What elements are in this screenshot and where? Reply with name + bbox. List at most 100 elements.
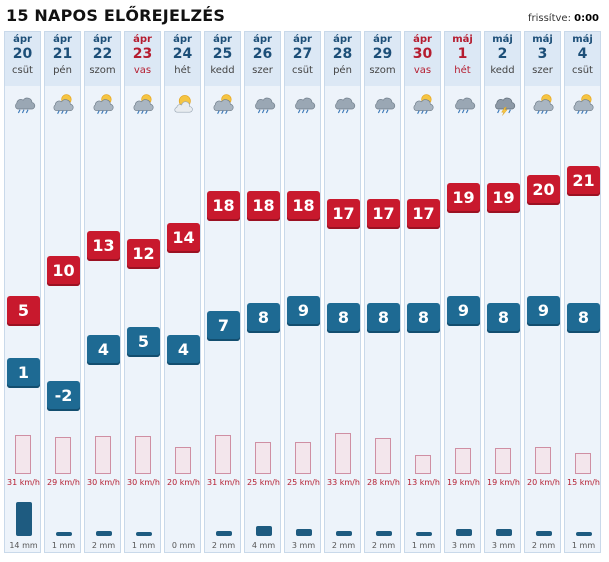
day-column[interactable]: ápr 26 szer 18 8 25 km/h 4 mm [244,31,281,553]
day-month: ápr [93,34,112,45]
sun-rain-cloud-icon [133,94,154,115]
wind-speed: 29 km/h [47,478,80,487]
wind-bar [415,454,431,474]
day-number: 4 [577,46,588,62]
min-temp-badge: 8 [407,303,440,334]
wind-bar [375,438,391,474]
wind-speed: 30 km/h [127,478,160,487]
wind-bar [455,448,471,474]
day-column[interactable]: máj 2 kedd 19 8 19 km/h 3 mm [484,31,521,553]
precipitation-amount: 2 mm [371,541,396,550]
precipitation-bar [376,531,392,536]
day-column[interactable]: ápr 22 szom 13 4 30 km/h 2 mm [84,31,121,553]
day-number: 2 [497,46,508,62]
wind-speed: 30 km/h [87,478,120,487]
day-number: 25 [212,46,233,62]
day-weekday: szer [532,65,553,76]
day-column[interactable]: máj 1 hét 19 9 19 km/h 3 mm [444,31,481,553]
wind-speed: 19 km/h [487,478,520,487]
max-temp-badge: 18 [247,190,280,221]
day-column[interactable]: ápr 23 vas 12 5 30 km/h 1 mm [124,31,161,553]
wind-bar [255,441,271,474]
day-month: máj [452,34,473,45]
wind-speed: 33 km/h [327,478,360,487]
max-temp-badge: 10 [47,255,80,286]
day-header: ápr 25 kedd [205,32,240,86]
day-number: 21 [52,46,73,62]
sun-rain-cloud-icon [213,94,234,115]
day-number: 29 [372,46,393,62]
wind-bar [335,432,351,474]
day-column[interactable]: ápr 20 csüt 5 1 31 km/h 14 mm [4,31,41,553]
day-column[interactable]: ápr 29 szom 17 8 28 km/h 2 mm [364,31,401,553]
day-column[interactable]: ápr 27 csüt 18 9 25 km/h 3 mm [284,31,321,553]
wind-speed: 31 km/h [7,478,40,487]
min-temp-badge: 5 [127,326,160,357]
thunder-cloud-icon [495,97,516,116]
min-temp-badge: 8 [487,303,520,334]
day-header: ápr 28 pén [325,32,360,86]
day-month: ápr [213,34,232,45]
precipitation-bar [576,532,592,536]
min-temp-badge: 8 [327,303,360,334]
day-weekday: pén [333,65,352,76]
precipitation-amount: 1 mm [571,541,596,550]
day-column[interactable]: ápr 24 hét 14 4 20 km/h 0 mm [164,31,201,553]
day-month: ápr [333,34,352,45]
day-number: 30 [412,46,433,62]
wind-bar [135,436,151,474]
day-header: ápr 30 vas [405,32,440,86]
sun-rain-cloud-icon [533,94,554,115]
precipitation-bar [136,532,152,536]
wind-speed: 20 km/h [527,478,560,487]
min-temp-badge: -2 [47,381,80,412]
updated-info: frissítve: 0:00 [528,13,599,24]
day-month: ápr [253,34,272,45]
precipitation-bar [56,532,72,536]
day-column[interactable]: ápr 25 kedd 18 7 31 km/h 2 mm [204,31,241,553]
precipitation-amount: 14 mm [9,541,38,550]
max-temp-badge: 14 [167,223,200,254]
day-header: máj 1 hét [445,32,480,86]
day-column[interactable]: máj 4 csüt 21 8 15 km/h 1 mm [564,31,601,553]
day-column[interactable]: ápr 30 vas 17 8 13 km/h 1 mm [404,31,441,553]
wind-bar [495,448,511,474]
sun-rain-cloud-icon [93,94,114,115]
max-temp-badge: 17 [407,198,440,229]
precipitation-amount: 0 mm [171,541,196,550]
precipitation-amount: 1 mm [51,541,76,550]
day-month: ápr [173,34,192,45]
wind-bar [175,447,191,474]
precipitation-bar [456,528,472,536]
wind-speed: 13 km/h [407,478,440,487]
precipitation-amount: 4 mm [251,541,276,550]
day-header: ápr 26 szer [245,32,280,86]
min-temp-badge: 8 [247,303,280,334]
precipitation-bar [96,531,112,536]
day-header: máj 3 szer [525,32,560,86]
precipitation-bar [536,531,552,536]
wind-speed: 19 km/h [447,478,480,487]
day-month: ápr [413,34,432,45]
min-temp-badge: 9 [287,295,320,326]
day-weekday: vas [413,65,432,76]
precipitation-amount: 1 mm [131,541,156,550]
day-weekday: csüt [12,65,33,76]
day-column[interactable]: máj 3 szer 20 9 20 km/h 2 mm [524,31,561,553]
max-temp-badge: 19 [447,182,480,213]
day-weekday: szer [252,65,273,76]
precipitation-bar [416,532,432,536]
day-month: ápr [293,34,312,45]
max-temp-badge: 18 [207,190,240,221]
day-column[interactable]: ápr 21 pén 10 -2 29 km/h 1 mm [44,31,81,553]
max-temp-badge: 12 [127,239,160,270]
wind-bar [15,434,31,474]
day-weekday: vas [133,65,152,76]
day-column[interactable]: ápr 28 pén 17 8 33 km/h 2 mm [324,31,361,553]
precipitation-bar [496,528,512,536]
wind-speed: 25 km/h [247,478,280,487]
precipitation-bar [296,528,312,536]
rain-cloud-icon [375,97,396,114]
day-month: máj [532,34,553,45]
day-weekday: csüt [292,65,313,76]
